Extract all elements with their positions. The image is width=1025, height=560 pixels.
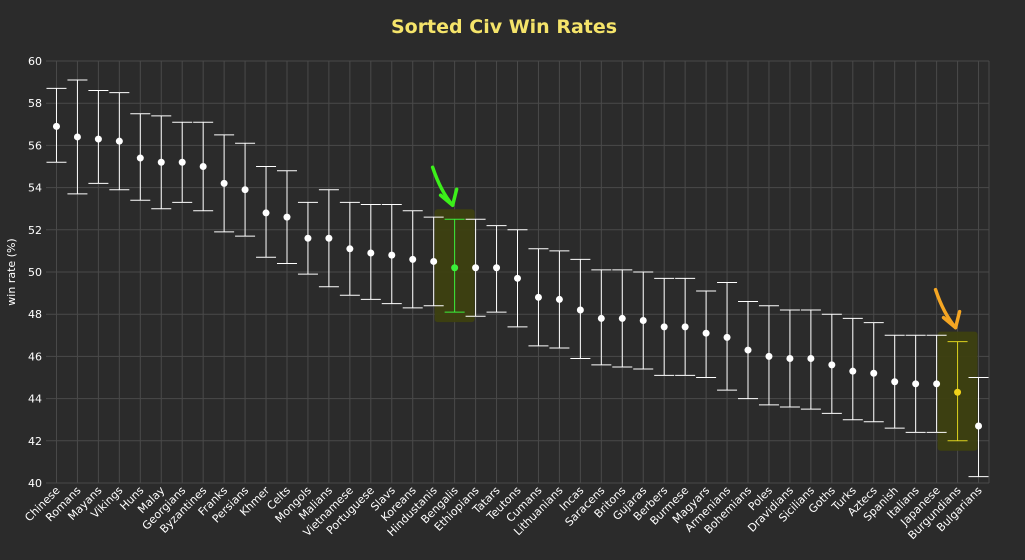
y-tick-label: 54 [28,182,42,195]
data-point [723,333,731,341]
data-point [115,137,123,145]
data-point [954,388,962,396]
data-point [94,135,102,143]
data-point [891,378,899,386]
data-point [765,352,773,360]
data-point [786,355,794,363]
data-point [807,355,815,363]
data-point [618,314,626,322]
data-point [534,293,542,301]
data-point [681,323,689,331]
data-point [597,314,605,322]
y-tick-label: 60 [28,55,42,68]
annotation-arrow-head [941,309,962,330]
data-point [430,257,438,265]
data-point [870,369,878,377]
data-point [933,380,941,388]
data-point [828,361,836,369]
y-tick-label: 42 [28,435,42,448]
y-tick-label: 56 [28,139,42,152]
data-point [409,255,417,263]
data-point [639,317,647,325]
data-point [178,158,186,166]
data-point [472,264,480,272]
data-point [136,154,144,162]
y-tick-labels: 40 42 44 46 48 50 52 54 56 58 60 [28,55,42,490]
data-point [199,163,207,170]
annotation-arrows [430,165,962,330]
data-point [660,323,668,331]
data-point [157,158,165,166]
annotation-arrow-head [438,187,459,207]
data-point [493,264,501,272]
data-point [262,209,270,217]
y-tick-label: 50 [28,266,42,279]
data-point [576,306,584,314]
data-point [514,274,521,282]
y-tick-label: 44 [28,393,42,406]
data-point [325,234,333,242]
y-tick-label: 52 [28,224,42,237]
data-point [451,264,459,272]
y-axis-label: win rate (%) [5,238,18,305]
data-point [555,295,563,303]
data-point [912,380,920,388]
data-point [241,186,249,194]
y-tick-label: 48 [28,308,42,321]
data-point [975,422,983,430]
data-point [220,179,228,187]
y-tick-label: 46 [28,350,42,363]
data-point [388,251,396,259]
data-point [702,329,710,337]
y-tick-label: 40 [28,477,42,490]
data-point [73,133,81,141]
data-point [849,367,857,375]
data-point [283,213,291,221]
y-tick-label: 58 [28,97,42,110]
data-point [304,234,312,242]
data-points [52,122,983,430]
data-point [52,122,60,130]
chart-title: Sorted Civ Win Rates [391,16,617,38]
data-point [744,346,752,354]
data-point [367,249,375,257]
data-point [346,245,354,253]
